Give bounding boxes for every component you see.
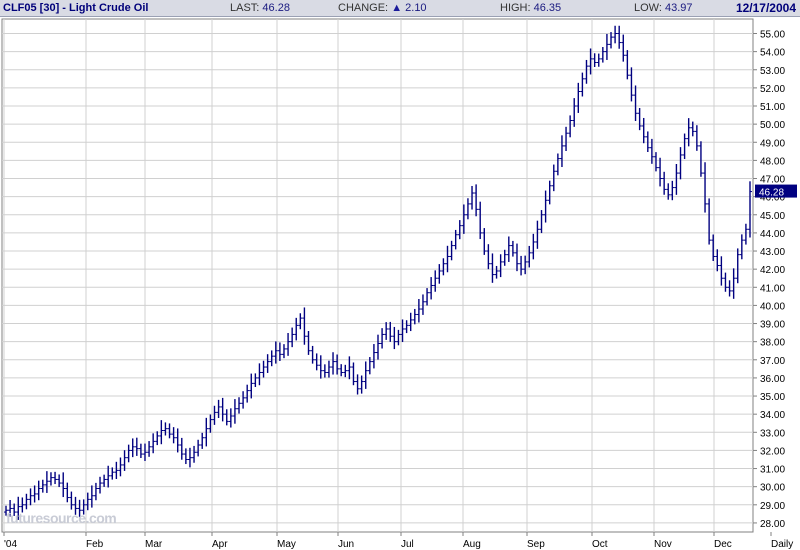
y-tick-label: 48.00 bbox=[760, 156, 785, 167]
y-tick-label: 43.00 bbox=[760, 247, 785, 258]
last-value: 46.28 bbox=[262, 2, 290, 14]
change-label: CHANGE: bbox=[338, 2, 389, 14]
last-price-marker-label: 46.28 bbox=[759, 188, 784, 199]
y-tick-label: 30.00 bbox=[760, 483, 785, 494]
last-label: LAST: bbox=[230, 2, 260, 14]
x-tick-label: Jun bbox=[338, 539, 354, 550]
watermark: futuresource.com bbox=[6, 510, 117, 526]
y-tick-label: 54.00 bbox=[760, 48, 785, 59]
x-tick-label: May bbox=[277, 539, 296, 550]
x-tick-label: Feb bbox=[86, 539, 104, 550]
quote-date: 12/17/2004 bbox=[735, 1, 796, 15]
low-label: LOW: bbox=[634, 2, 662, 14]
y-tick-label: 41.00 bbox=[760, 283, 785, 294]
x-tick-label: Apr bbox=[212, 539, 228, 550]
x-tick-label: Oct bbox=[592, 539, 608, 550]
high-price: HIGH: 46.35 bbox=[500, 1, 561, 15]
high-value: 46.35 bbox=[533, 2, 562, 14]
low-price: LOW: 43.97 bbox=[634, 1, 693, 15]
y-tick-label: 36.00 bbox=[760, 374, 785, 385]
y-tick-label: 44.00 bbox=[760, 229, 785, 240]
y-tick-label: 45.00 bbox=[760, 211, 785, 222]
y-tick-label: 46.00 bbox=[760, 193, 785, 204]
y-tick-label: 55.00 bbox=[760, 30, 785, 41]
price-chart: 28.00 29.00 30.00 31.00 32.00 33.00 34.00 35.00… bbox=[1, 18, 797, 550]
x-tick-label: Nov bbox=[654, 539, 672, 550]
x-tick-label: Aug bbox=[463, 539, 481, 550]
y-tick-label: 31.00 bbox=[760, 465, 785, 476]
x-tick-label: Jul bbox=[401, 539, 414, 550]
y-tick-label: 50.00 bbox=[760, 120, 785, 131]
y-tick-label: 47.00 bbox=[760, 175, 785, 186]
y-tick-label: 40.00 bbox=[760, 301, 785, 312]
last-price: LAST: 46.28 bbox=[230, 1, 290, 15]
y-tick-label: 28.00 bbox=[760, 519, 785, 530]
instrument-title: CLF05 [30] - Light Crude Oil bbox=[3, 2, 149, 14]
x-tick-label: Daily bbox=[771, 539, 793, 550]
x-tick-label: Dec bbox=[714, 539, 732, 550]
plot-area bbox=[1, 18, 754, 533]
x-tick-label: Sep bbox=[527, 539, 545, 550]
y-tick-label: 39.00 bbox=[760, 320, 785, 331]
last-price-marker bbox=[755, 184, 797, 198]
y-tick-label: 52.00 bbox=[760, 84, 785, 95]
up-triangle-icon: ▲ bbox=[391, 2, 403, 14]
y-tick-label: 37.00 bbox=[760, 356, 785, 367]
y-tick-label: 34.00 bbox=[760, 410, 785, 421]
y-tick-label: 33.00 bbox=[760, 428, 785, 439]
y-tick-label: 29.00 bbox=[760, 501, 785, 512]
y-tick-label: 53.00 bbox=[760, 66, 785, 77]
y-tick-label: 38.00 bbox=[760, 338, 785, 349]
quote-header: CLF05 [30] - Light Crude Oil LAST: 46.28… bbox=[0, 0, 800, 17]
change-value: 2.10 bbox=[405, 2, 427, 14]
x-tick-label: Mar bbox=[145, 539, 163, 550]
y-tick-label: 42.00 bbox=[760, 265, 785, 276]
high-label: HIGH: bbox=[500, 2, 531, 14]
y-tick-label: 51.00 bbox=[760, 102, 785, 113]
low-value: 43.97 bbox=[664, 2, 693, 14]
change-price: CHANGE: ▲ 2.10 bbox=[338, 1, 427, 15]
y-tick-label: 32.00 bbox=[760, 446, 785, 457]
y-tick-label: 35.00 bbox=[760, 392, 785, 403]
y-tick-label: 49.00 bbox=[760, 138, 785, 149]
x-tick-label: '04 bbox=[4, 539, 17, 550]
